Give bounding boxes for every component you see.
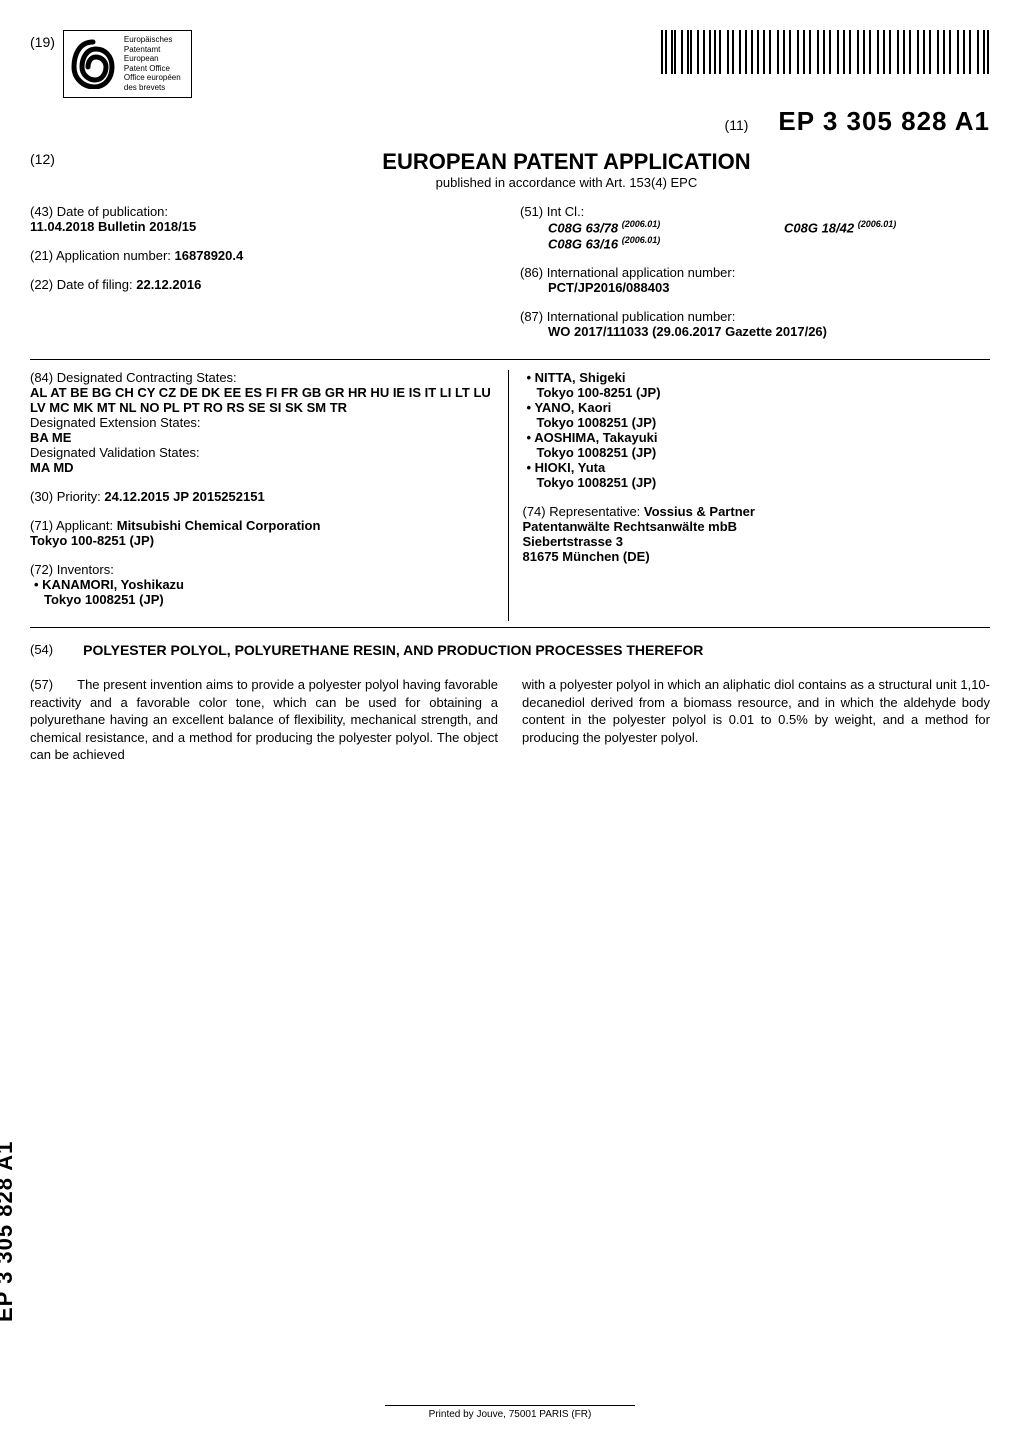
representative-line: Patentanwälte Rechtsanwälte mbB xyxy=(523,519,738,534)
epo-logo-box: Europäisches Patentamt European Patent O… xyxy=(63,30,192,98)
field-54: (54) POLYESTER POLYOL, POLYURETHANE RESI… xyxy=(30,642,990,658)
ipc-code: C08G 18/42 (2006.01) xyxy=(784,219,990,235)
footer: Printed by Jouve, 75001 PARIS (FR) xyxy=(0,1405,1020,1420)
footer-rule xyxy=(385,1405,635,1406)
field-84: (84) Designated Contracting States: AL A… xyxy=(30,370,498,475)
abstract-text-1: The present invention aims to provide a … xyxy=(30,677,498,762)
field-72: (72) Inventors: • KANAMORI, Yoshikazu To… xyxy=(30,562,498,607)
header-row: (19) Europäisches Patentamt European Pat… xyxy=(30,30,990,98)
separator xyxy=(30,359,990,360)
logo-line: Office européen xyxy=(124,73,181,83)
field-87-value: WO 2017/111033 (29.06.2017 Gazette 2017/… xyxy=(548,324,827,339)
side-publication-number: EP 3 305 828 A1 xyxy=(0,1141,18,1322)
doc-title-sub: published in accordance with Art. 153(4)… xyxy=(143,175,990,190)
parties-left-col: (84) Designated Contracting States: AL A… xyxy=(30,370,508,621)
footer-text: Printed by Jouve, 75001 PARIS (FR) xyxy=(429,1409,592,1420)
field-19-label: (19) xyxy=(30,34,55,50)
field-22-label: (22) Date of filing: xyxy=(30,277,133,292)
val-states: MA MD xyxy=(30,460,74,475)
abstract-col-1: (57)The present invention aims to provid… xyxy=(30,676,498,764)
field-84-label: (84) Designated Contracting States: xyxy=(30,370,237,385)
logo-line: European xyxy=(124,54,181,64)
inventor-item: • NITTA, Shigeki xyxy=(523,370,991,385)
ipc-code: C08G 63/78 (2006.01) xyxy=(548,219,754,235)
field-51: (51) Int Cl.: C08G 63/78 (2006.01) C08G … xyxy=(520,204,990,252)
field-22-value: 22.12.2016 xyxy=(136,277,201,292)
parties-right-col: • NITTA, Shigeki Tokyo 100-8251 (JP) • Y… xyxy=(508,370,991,621)
field-74: (74) Representative: Vossius & Partner P… xyxy=(523,504,991,564)
inventor-addr: Tokyo 1008251 (JP) xyxy=(523,415,991,430)
val-states-label: Designated Validation States: xyxy=(30,445,200,460)
field-54-label: (54) xyxy=(30,642,53,658)
inventor-item: • HIOKI, Yuta xyxy=(523,460,991,475)
inventor-addr: Tokyo 1008251 (JP) xyxy=(523,445,991,460)
barcode-icon xyxy=(660,30,990,74)
biblio-right-col: (51) Int Cl.: C08G 63/78 (2006.01) C08G … xyxy=(520,204,990,354)
field-71-label: (71) Applicant: xyxy=(30,518,113,533)
doc-title-main: EUROPEAN PATENT APPLICATION xyxy=(143,149,990,175)
abstract-text-2: with a polyester polyol in which an alip… xyxy=(522,677,990,745)
ext-states-label: Designated Extension States: xyxy=(30,415,201,430)
field-30-value: 24.12.2015 JP 2015252151 xyxy=(104,489,264,504)
field-21-label: (21) Application number: xyxy=(30,248,171,263)
field-86-label: (86) International application number: xyxy=(520,265,735,280)
field-43-label: (43) Date of publication: xyxy=(30,204,168,219)
invention-title: POLYESTER POLYOL, POLYURETHANE RESIN, AN… xyxy=(83,642,703,658)
applicant-addr: Tokyo 100-8251 (JP) xyxy=(30,533,154,548)
ext-states: BA ME xyxy=(30,430,71,445)
inventor-addr: Tokyo 1008251 (JP) xyxy=(30,592,498,607)
logo-line: Patent Office xyxy=(124,64,181,74)
field-11-label: (11) xyxy=(725,117,749,133)
ipc-code: C08G 63/16 (2006.01) xyxy=(548,235,754,251)
logo-line: des brevets xyxy=(124,83,181,93)
field-22: (22) Date of filing: 22.12.2016 xyxy=(30,277,500,292)
field-21: (21) Application number: 16878920.4 xyxy=(30,248,500,263)
field-86-value: PCT/JP2016/088403 xyxy=(548,280,669,295)
field-57: (57)The present invention aims to provid… xyxy=(30,676,990,764)
inventor-addr: Tokyo 100-8251 (JP) xyxy=(523,385,991,400)
parties-section: (84) Designated Contracting States: AL A… xyxy=(30,370,990,621)
field-74-label: (74) Representative: xyxy=(523,504,641,519)
logo-line: Europäisches xyxy=(124,35,181,45)
designated-states: AL AT BE BG CH CY CZ DE DK EE ES FI FR G… xyxy=(30,385,491,415)
epo-logo-text: Europäisches Patentamt European Patent O… xyxy=(124,35,181,93)
logo-line: Patentamt xyxy=(124,45,181,55)
field-51-label: (51) Int Cl.: xyxy=(520,204,584,219)
field-86: (86) International application number: P… xyxy=(520,265,990,295)
field-57-label: (57) xyxy=(30,677,53,692)
doc-title-block: (12) EUROPEAN PATENT APPLICATION publish… xyxy=(30,149,990,190)
representative-line: Siebertstrasse 3 xyxy=(523,534,623,549)
inventor-item: • KANAMORI, Yoshikazu xyxy=(30,577,498,592)
applicant-name: Mitsubishi Chemical Corporation xyxy=(117,518,321,533)
publication-number: EP 3 305 828 A1 xyxy=(778,106,990,137)
biblio-section: (43) Date of publication: 11.04.2018 Bul… xyxy=(30,204,990,354)
field-43: (43) Date of publication: 11.04.2018 Bul… xyxy=(30,204,500,234)
representative-line: 81675 München (DE) xyxy=(523,549,650,564)
separator xyxy=(30,627,990,628)
field-71: (71) Applicant: Mitsubishi Chemical Corp… xyxy=(30,518,498,548)
field-72-label: (72) Inventors: xyxy=(30,562,114,577)
representative-name: Vossius & Partner xyxy=(644,504,755,519)
inventor-item: • YANO, Kaori xyxy=(523,400,991,415)
field-43-value: 11.04.2018 Bulletin 2018/15 xyxy=(30,219,196,234)
field-30-label: (30) Priority: xyxy=(30,489,101,504)
field-21-value: 16878920.4 xyxy=(175,248,244,263)
field-12-label: (12) xyxy=(30,151,55,167)
inventor-addr: Tokyo 1008251 (JP) xyxy=(523,475,991,490)
abstract-col-2: with a polyester polyol in which an alip… xyxy=(522,676,990,764)
inventor-item: • AOSHIMA, Takayuki xyxy=(523,430,991,445)
field-87: (87) International publication number: W… xyxy=(520,309,990,339)
field-30: (30) Priority: 24.12.2015 JP 2015252151 xyxy=(30,489,498,504)
inventors-cont: • NITTA, Shigeki Tokyo 100-8251 (JP) • Y… xyxy=(523,370,991,490)
field-87-label: (87) International publication number: xyxy=(520,309,735,324)
epo-logo-icon xyxy=(70,39,116,89)
biblio-left-col: (43) Date of publication: 11.04.2018 Bul… xyxy=(30,204,500,354)
publication-number-row: (11) EP 3 305 828 A1 xyxy=(30,106,990,137)
